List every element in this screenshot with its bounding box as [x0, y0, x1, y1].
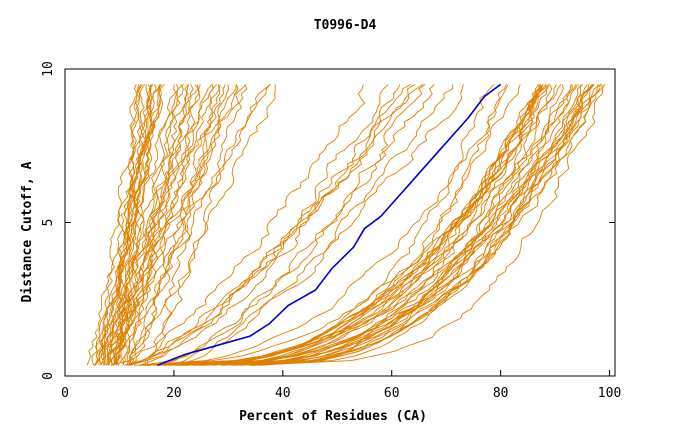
model-curve [193, 84, 541, 366]
highlight-curve [157, 83, 502, 367]
model-curve [94, 84, 214, 366]
model-curve [125, 84, 276, 366]
model-curve [222, 84, 550, 366]
y-axis-label: Distance Cutoff, A [20, 161, 35, 302]
model-curve [185, 84, 544, 366]
model-curve [112, 84, 189, 366]
model-curve [220, 84, 588, 366]
model-curve [183, 84, 577, 366]
chart-title: T0996-D4 [314, 18, 377, 33]
model-curve [199, 84, 553, 366]
x-tick-label: 100 [598, 386, 621, 401]
model-curve [190, 84, 542, 366]
x-axis: 0 20 40 60 80 100 [61, 370, 621, 401]
plot-curves [86, 83, 606, 367]
model-curve [113, 84, 162, 366]
x-tick-label: 60 [384, 386, 400, 401]
model-curve [141, 84, 495, 366]
model-curve [129, 84, 220, 366]
model-curve [116, 84, 153, 366]
model-curve [202, 84, 606, 366]
x-tick-label: 40 [275, 386, 291, 401]
model-curve [101, 84, 146, 366]
y-tick-label: 10 [41, 61, 56, 77]
model-curve [108, 84, 138, 366]
model-curve [174, 84, 454, 366]
model-curve [130, 84, 389, 366]
model-curve [143, 84, 590, 366]
model-curve [164, 84, 601, 366]
model-curve [251, 84, 604, 366]
y-tick-label: 0 [41, 372, 56, 380]
model-curve [128, 84, 189, 366]
model-curve [107, 84, 213, 366]
model-curve [146, 84, 593, 366]
model-curve [106, 84, 221, 366]
model-curve [110, 84, 366, 366]
model-curve [110, 84, 247, 366]
model-curve [128, 84, 239, 366]
y-axis: 0 5 10 [41, 61, 615, 380]
model-curve [183, 84, 547, 366]
model-curve [231, 84, 557, 366]
model-curve [146, 84, 248, 366]
model-curve [98, 84, 177, 366]
model-curve [144, 84, 226, 366]
model-curve [257, 84, 584, 366]
model-curve [142, 84, 426, 366]
y-tick-label: 5 [41, 219, 56, 227]
model-curve [103, 84, 152, 366]
model-curve [107, 84, 271, 366]
x-tick-label: 80 [493, 386, 509, 401]
model-curve [126, 84, 424, 366]
x-tick-label: 20 [166, 386, 182, 401]
model-curve [122, 84, 271, 366]
model-curve [180, 84, 541, 366]
x-tick-label: 0 [61, 386, 69, 401]
model-curve [86, 84, 152, 366]
model-curve [156, 84, 579, 366]
model-curve [100, 84, 160, 366]
x-axis-label: Percent of Residues (CA) [239, 409, 427, 424]
model-curve [171, 84, 464, 366]
model-curve [252, 84, 594, 366]
model-curve [138, 84, 509, 366]
model-curve [239, 84, 581, 366]
model-curve [252, 84, 573, 366]
model-curve [148, 84, 562, 366]
model-curve [113, 84, 200, 366]
model-curve [103, 84, 199, 366]
model-curve [91, 84, 143, 366]
model-curve [102, 84, 153, 366]
model-curve [170, 84, 602, 366]
model-curve [111, 84, 184, 366]
model-curve [139, 84, 411, 366]
